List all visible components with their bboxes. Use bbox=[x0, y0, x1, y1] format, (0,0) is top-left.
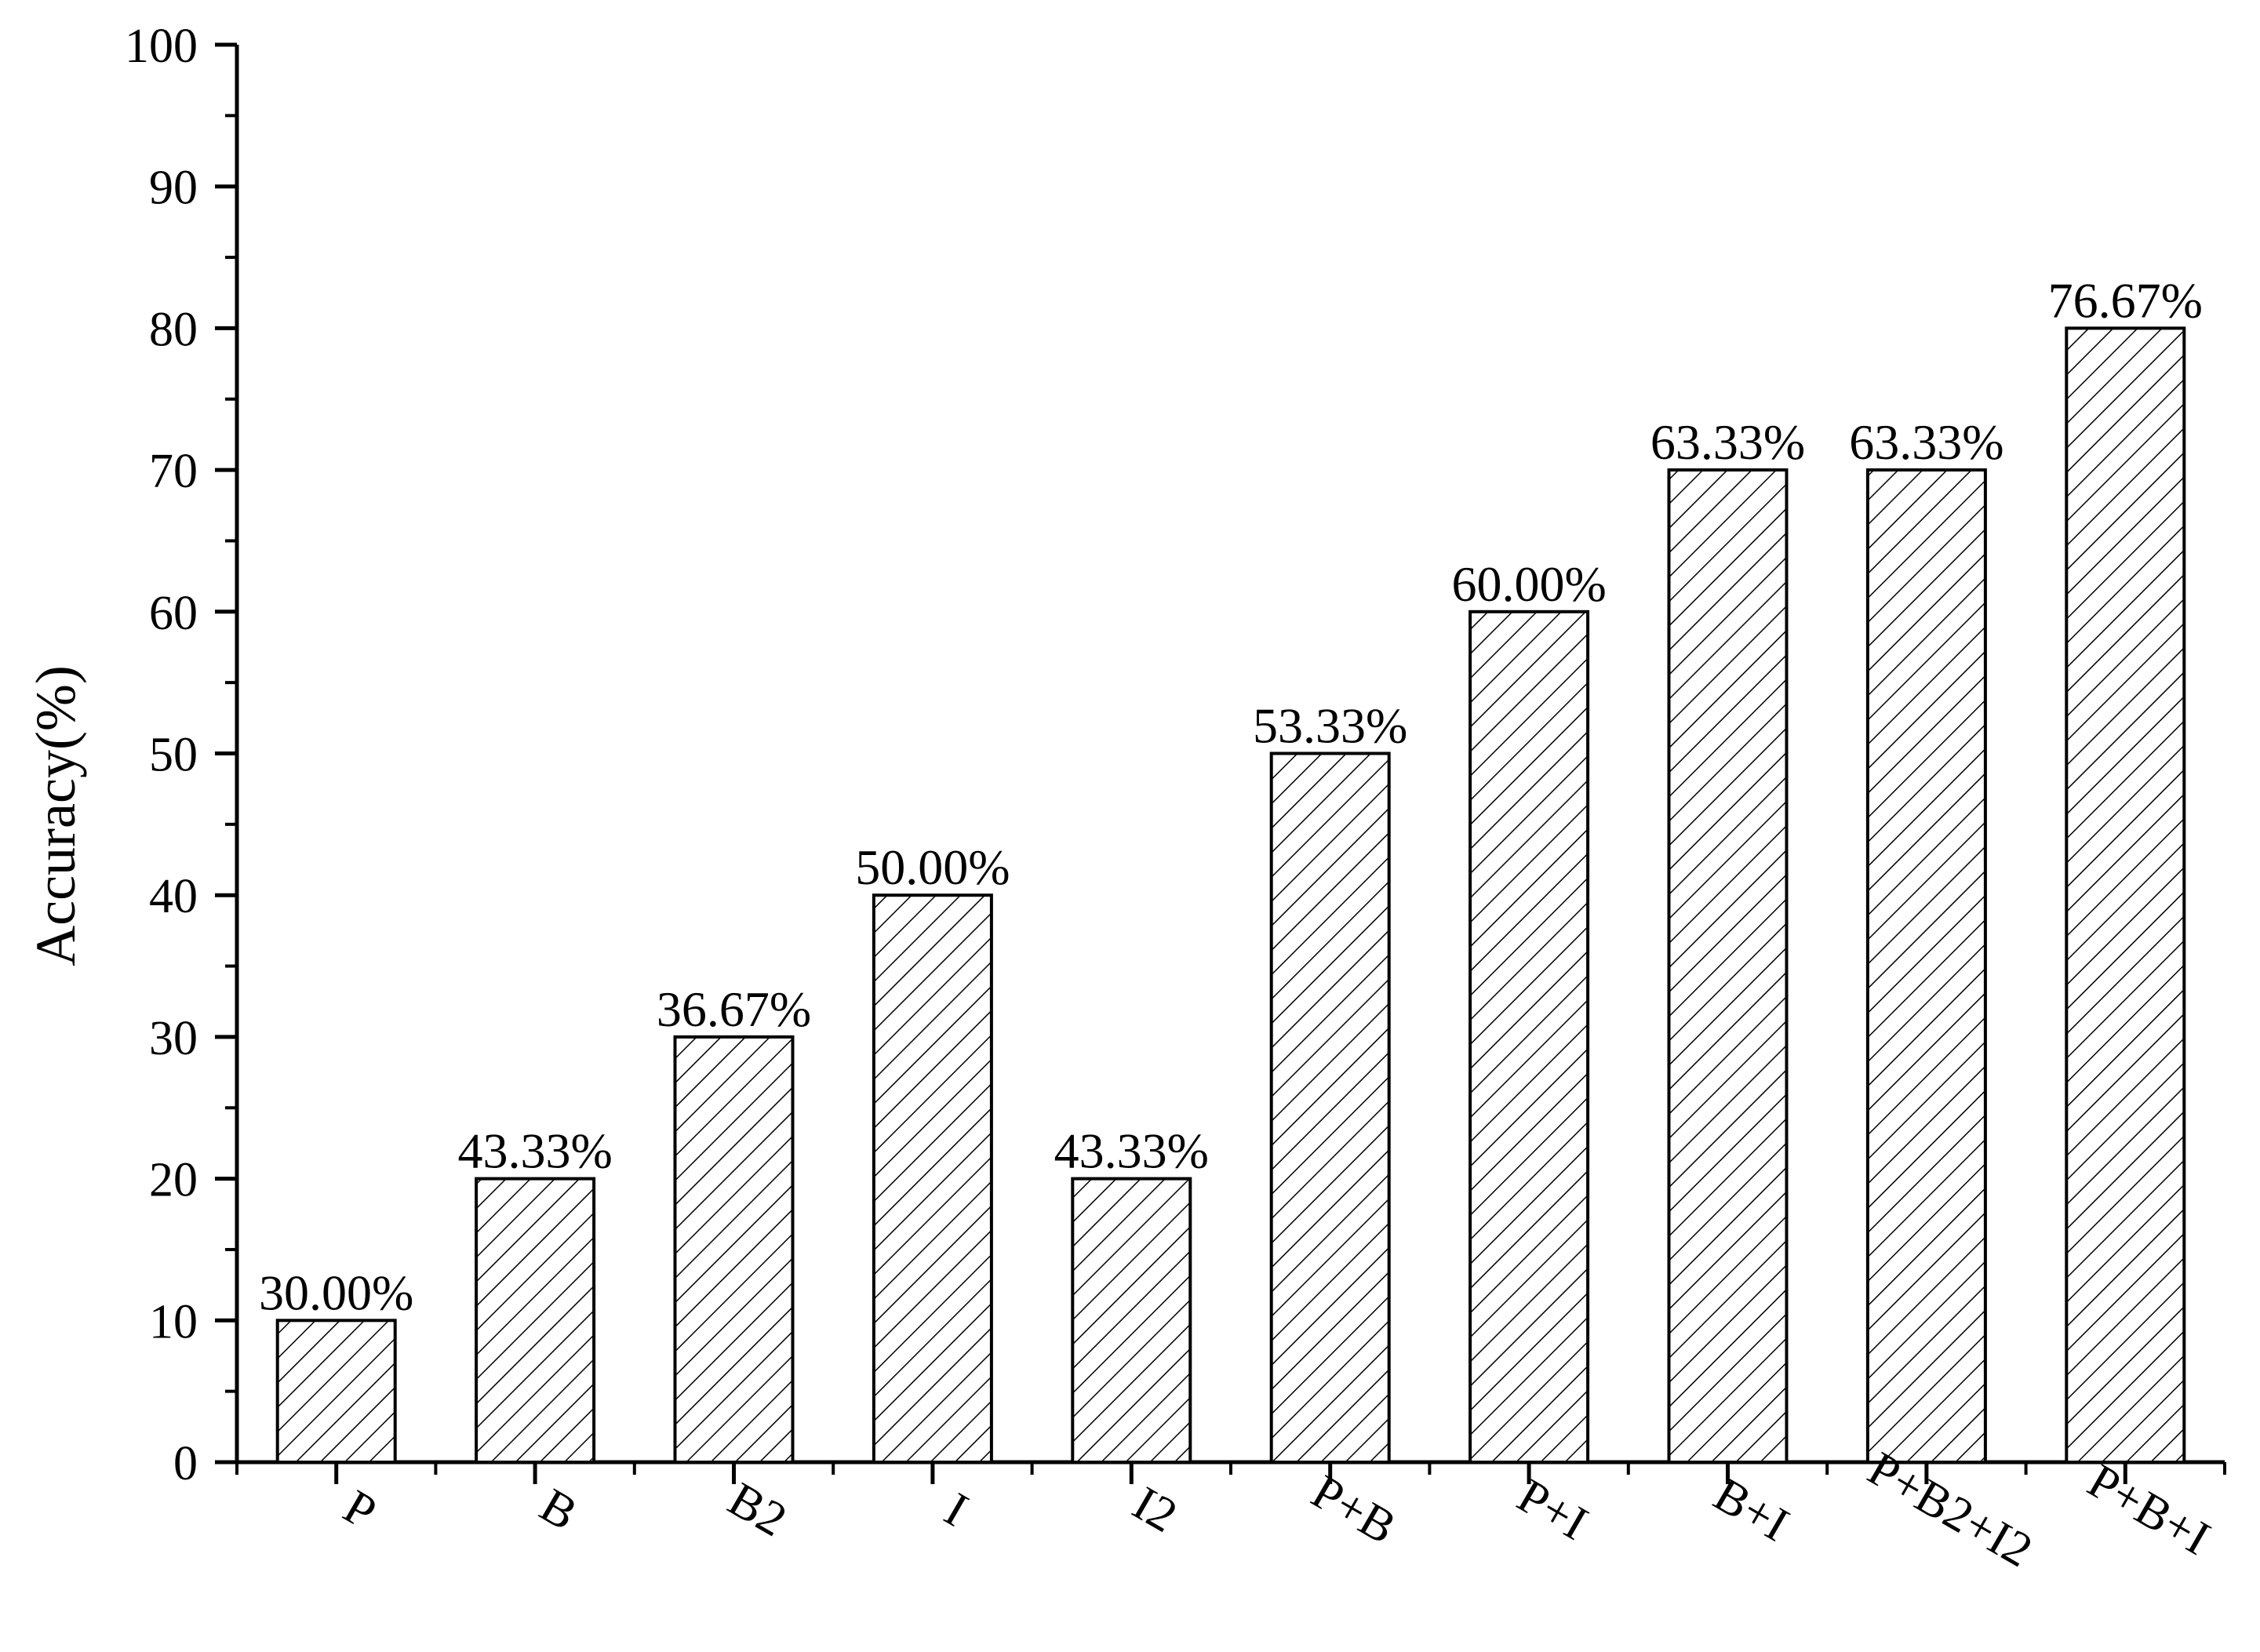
bar-P+B2+I2 bbox=[1865, 468, 1987, 1464]
data-label: 36.67% bbox=[657, 981, 811, 1037]
y-tick-label: 40 bbox=[149, 870, 198, 923]
y-tick-label: 70 bbox=[149, 445, 198, 498]
data-label: 53.33% bbox=[1253, 698, 1407, 754]
x-tick-label: B+I bbox=[1705, 1468, 1798, 1552]
y-tick-label: 50 bbox=[149, 729, 198, 782]
x-tick-label: B bbox=[531, 1479, 586, 1541]
x-tick-label: I bbox=[936, 1483, 977, 1537]
bar-B+I bbox=[1667, 468, 1789, 1464]
x-tick-label: P+B+I bbox=[2079, 1454, 2218, 1566]
data-label: 43.33% bbox=[457, 1123, 612, 1179]
data-label: 63.33% bbox=[1849, 414, 2003, 470]
bar-P bbox=[275, 1319, 397, 1465]
x-tick-label: P bbox=[335, 1480, 385, 1540]
data-label: 43.33% bbox=[1054, 1123, 1209, 1179]
y-tick-label: 60 bbox=[149, 587, 198, 640]
data-label: 63.33% bbox=[1650, 414, 1805, 470]
data-label: 76.67% bbox=[2048, 272, 2203, 328]
y-tick-label: 10 bbox=[149, 1295, 198, 1348]
y-tick-label: 80 bbox=[149, 303, 198, 356]
plot-area: 0 10 20 30 40 50 60 70 80 90 100 30.00% P 43.33% B 36.6… bbox=[125, 20, 2226, 1577]
bar-P+B bbox=[1269, 751, 1391, 1464]
y-tick-label: 100 bbox=[125, 20, 198, 73]
y-tick-label: 0 bbox=[173, 1437, 198, 1490]
data-label: 30.00% bbox=[259, 1264, 413, 1320]
bar-I bbox=[872, 893, 993, 1464]
bar-P+I bbox=[1468, 609, 1590, 1464]
data-label: 50.00% bbox=[855, 839, 1010, 895]
bar-B bbox=[475, 1177, 596, 1464]
bar-I2 bbox=[1071, 1177, 1192, 1464]
y-tick-label: 30 bbox=[149, 1012, 198, 1065]
y-tick-label: 90 bbox=[149, 162, 198, 215]
x-tick-label: P+I bbox=[1508, 1469, 1596, 1551]
data-label: 60.00% bbox=[1451, 556, 1606, 612]
y-axis-title: Accuracy(%) bbox=[24, 665, 87, 966]
x-tick-label: I2 bbox=[1124, 1476, 1186, 1543]
x-tick-label: B2 bbox=[719, 1472, 795, 1547]
bar-P+B+I bbox=[2065, 326, 2186, 1464]
bar-B2 bbox=[673, 1035, 795, 1464]
y-tick-label: 20 bbox=[149, 1154, 198, 1207]
x-tick-label: P+B bbox=[1303, 1465, 1405, 1555]
